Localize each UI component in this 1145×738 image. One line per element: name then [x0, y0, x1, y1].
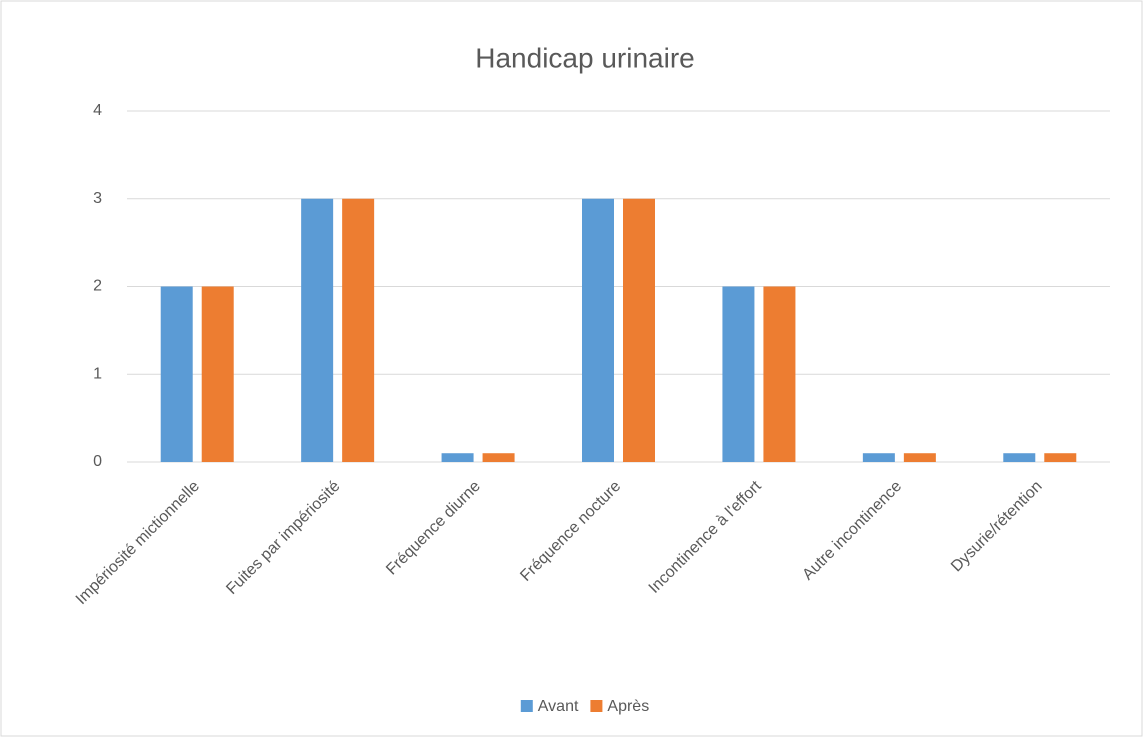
- bar: [201, 286, 234, 462]
- bar: [763, 286, 796, 462]
- bar: [582, 198, 614, 462]
- legend-swatch: [520, 700, 533, 712]
- bar: [441, 453, 474, 462]
- bar: [482, 453, 515, 462]
- legend-label: Après: [607, 698, 649, 715]
- bar: [301, 198, 334, 462]
- bar: [342, 198, 375, 462]
- bar: [160, 286, 193, 462]
- y-tick-label: 3: [93, 190, 102, 207]
- bar: [623, 198, 655, 462]
- bar: [862, 453, 895, 462]
- bar: [1044, 453, 1077, 462]
- legend-label: Avant: [538, 698, 579, 715]
- bar: [722, 286, 755, 462]
- y-tick-label: 0: [93, 453, 102, 470]
- chart-title: Handicap urinaire: [475, 42, 694, 73]
- bar: [1003, 453, 1036, 462]
- bar: [903, 453, 936, 462]
- y-tick-label: 4: [93, 102, 102, 119]
- y-tick-label: 2: [93, 278, 102, 295]
- y-tick-label: 1: [93, 365, 102, 382]
- legend-swatch: [590, 700, 603, 712]
